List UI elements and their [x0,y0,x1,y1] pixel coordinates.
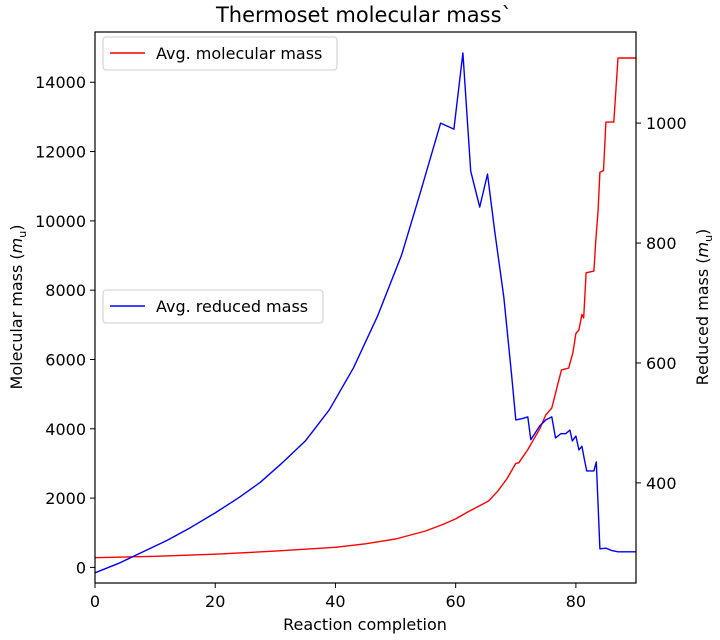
left-tick-label: 2000 [45,489,86,508]
right-tick-label: 800 [646,234,677,253]
x-axis-ticks: 0 20 40 60 80 [90,583,586,611]
right-tick-label: 400 [646,474,677,493]
legend-label-molecular-mass: Avg. molecular mass [156,44,322,63]
right-axis-label-prefix: Reduced mass ( [693,258,712,386]
legend-molecular-mass: Avg. molecular mass [102,36,338,71]
left-tick-label: 0 [76,558,86,577]
left-tick-label: 8000 [45,281,86,300]
x-tick-label: 80 [566,592,586,611]
legend-box [102,289,324,324]
right-axis-label: Reduced mass (mu) [693,229,715,386]
right-axis-label-suffix: ) [693,229,712,235]
x-tick-label: 0 [90,592,100,611]
series-line-reduced-mass [94,52,636,574]
left-axis-label-prefix: Molecular mass ( [7,253,26,389]
left-tick-label: 14000 [35,73,86,92]
right-axis-label-unit: m [693,242,712,258]
left-axis-label-suffix: ) [7,225,26,231]
left-axis-ticks: 0 2000 4000 6000 8000 10000 12000 14000 [35,73,95,577]
x-tick-label: 20 [205,592,225,611]
plot-frame [94,31,637,584]
x-axis-label: Reaction completion [283,615,447,634]
right-axis-ticks: 400 600 800 1000 [636,114,687,493]
legend-box [102,36,338,71]
series-line-molecular-mass [94,57,636,559]
right-tick-label: 600 [646,354,677,373]
left-axis-label-unit: m [7,238,26,254]
left-axis-label-unit-sub: u [16,231,29,238]
left-tick-label: 4000 [45,420,86,439]
right-axis-label-unit-sub: u [702,235,715,242]
right-tick-label: 1000 [646,114,687,133]
legend-label-reduced-mass: Avg. reduced mass [156,297,308,316]
left-tick-label: 6000 [45,350,86,369]
x-tick-label: 40 [325,592,345,611]
left-tick-label: 12000 [35,143,86,162]
x-tick-label: 60 [445,592,465,611]
left-tick-label: 10000 [35,212,86,231]
chart-title: Thermoset molecular mass` [215,3,512,27]
left-axis-label: Molecular mass (mu) [7,225,29,390]
series-layer [94,52,636,574]
legend-reduced-mass: Avg. reduced mass [102,289,324,324]
